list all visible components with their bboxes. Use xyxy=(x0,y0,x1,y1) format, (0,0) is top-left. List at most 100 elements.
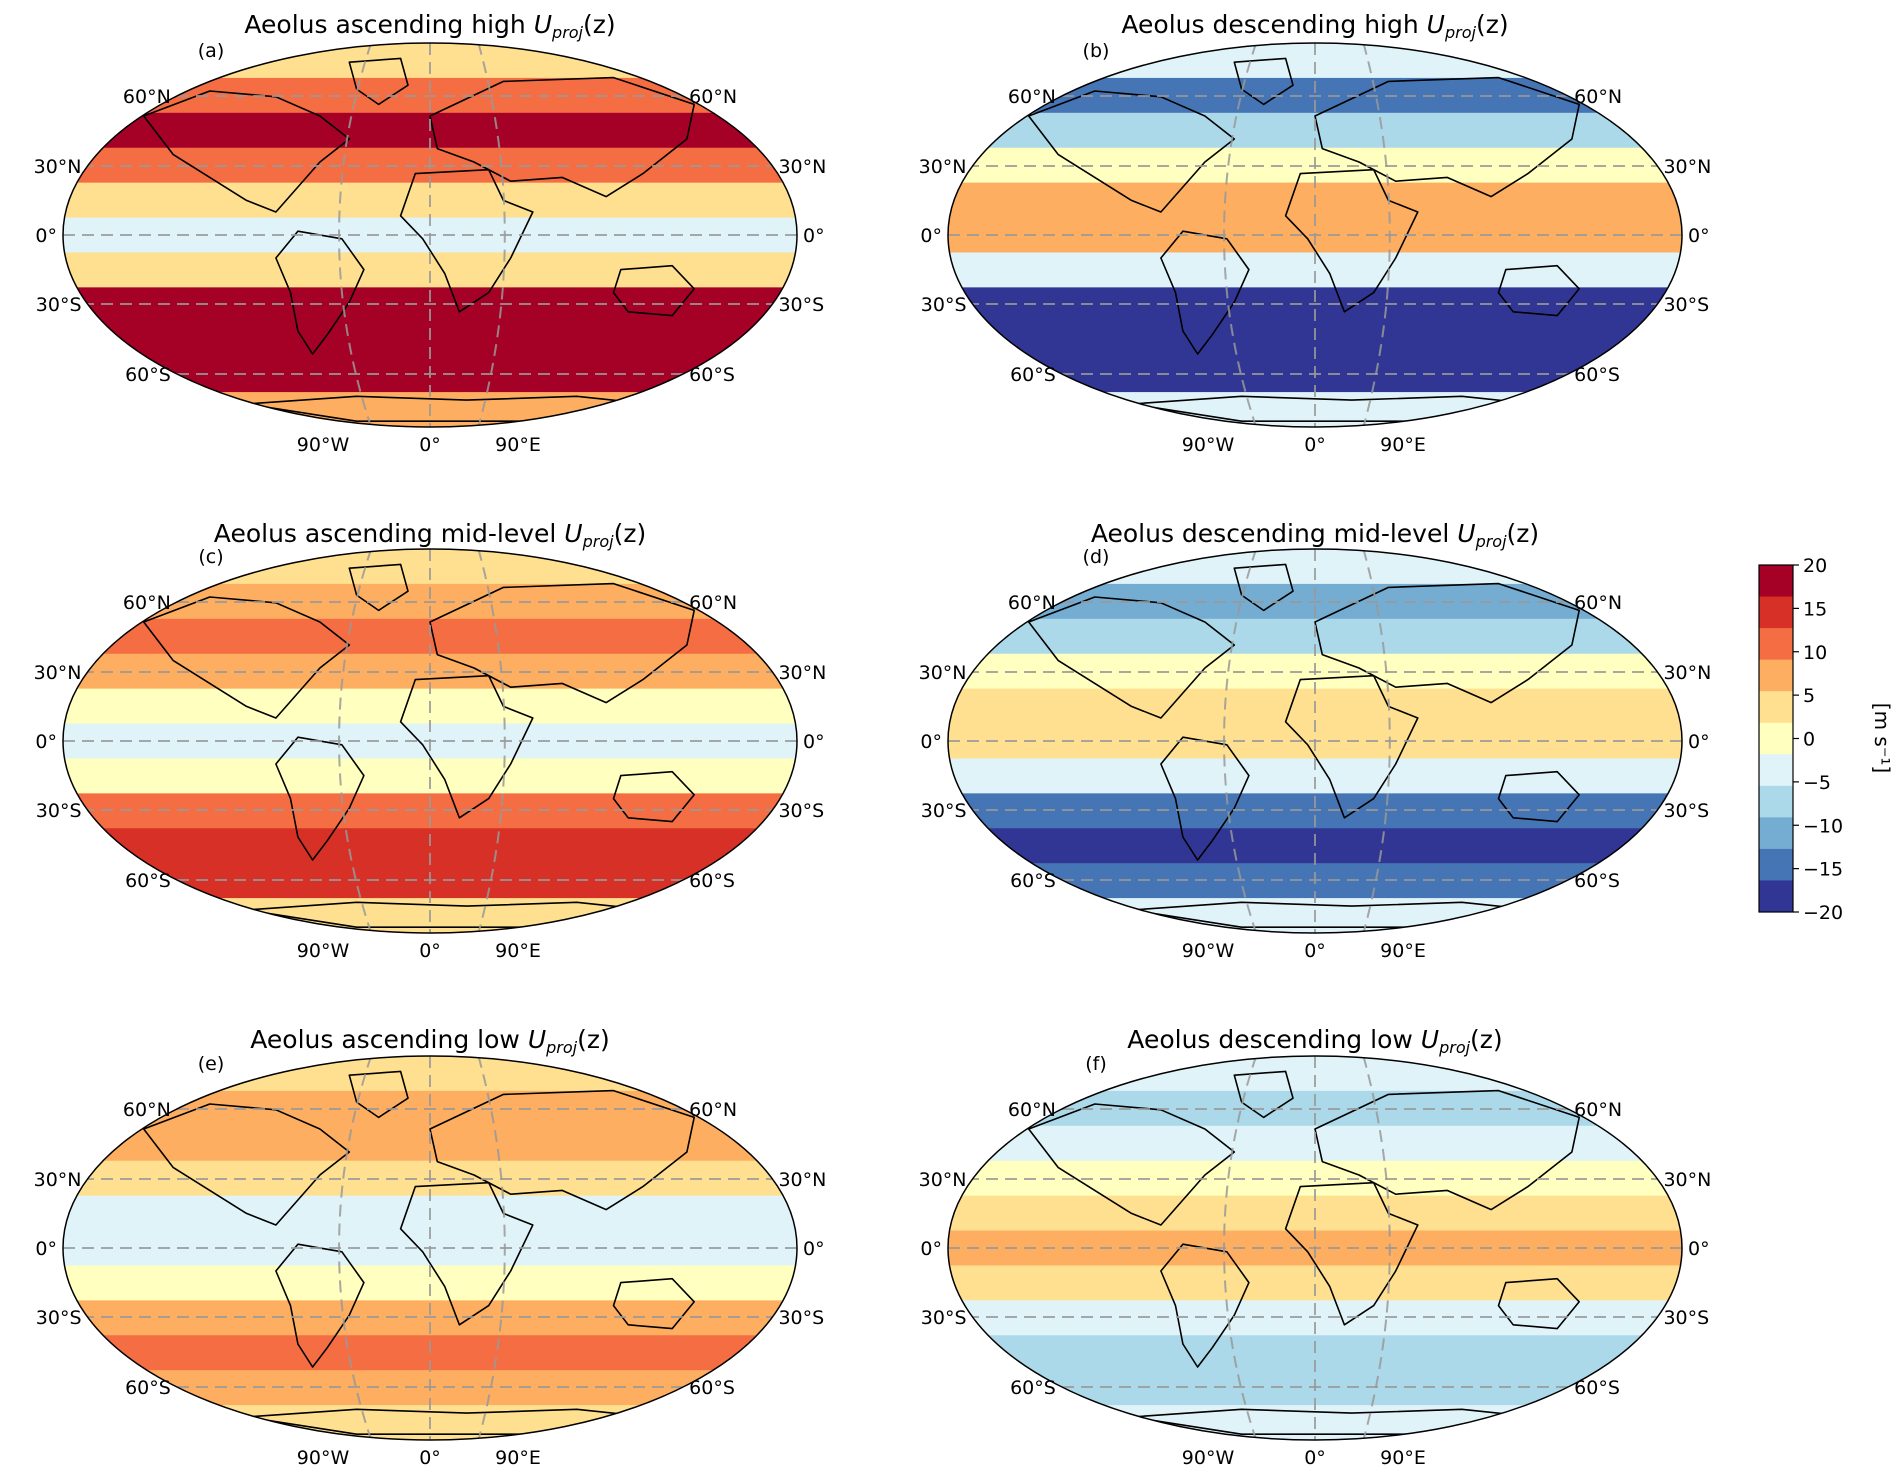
lon-label-a-1: 0° xyxy=(419,434,441,456)
coastline-greenland-b xyxy=(1233,57,1294,106)
coastline-south-america-c xyxy=(275,736,365,861)
coastline-australia-b xyxy=(1497,264,1580,317)
lat-label-left-e-1: 30°N xyxy=(34,1169,82,1191)
panel-title-e-var: U xyxy=(527,1025,547,1054)
lat-label-left-a-3: 30°S xyxy=(36,294,82,316)
coastline-australia-c xyxy=(612,770,696,823)
lon-label-d-2: 90°E xyxy=(1380,940,1426,962)
panel-title-d-text: Aeolus descending mid-level xyxy=(1090,519,1450,548)
coastline-antarctica-c xyxy=(245,901,652,929)
lat-label-right-a-3: 30°S xyxy=(778,294,824,316)
lat-label-right-b-3: 30°S xyxy=(1663,294,1709,316)
panel-letter-bg-c xyxy=(190,543,232,569)
colorbar-ticks: 20 15 10 5 0 −5 −10 −15 −20 xyxy=(1793,555,1843,924)
coastline-australia-f xyxy=(1497,1277,1580,1330)
gridlines-d xyxy=(948,549,1682,933)
map-panel-a: (a) 60°N 60°N 30°N 30°N 0° 0° 30°S 30°S 60°S 60°S 9… xyxy=(34,37,826,456)
colorbar-block-7 xyxy=(1759,785,1793,818)
panel-title-e-sub: proj xyxy=(546,1038,578,1057)
coastlines-e xyxy=(142,1070,696,1435)
coastline-south-america-d xyxy=(1160,736,1250,861)
map-border-a xyxy=(62,42,798,428)
coastline-antarctica-d xyxy=(1130,901,1536,929)
lat-label-right-a-4: 60°S xyxy=(689,364,735,386)
lon-gridline-a-2 xyxy=(477,43,506,427)
coastline-antarctica-a xyxy=(245,395,652,423)
lat-label-right-d-4: 60°S xyxy=(1574,870,1620,892)
colorbar: 20 15 10 5 0 −5 −10 −15 −20 [m s⁻¹] xyxy=(1758,555,1892,924)
map-panel-e: (e) 60°N 60°N 30°N 30°N 0° 0° 30°S 30°S 60°S 60°S 9… xyxy=(34,1050,826,1469)
panel-title-b-arg: (z) xyxy=(1475,10,1509,39)
map-panel-d: (d) 60°N 60°N 30°N 30°N 0° 0° 30°S 30°S 60°S 60°S 9… xyxy=(919,543,1711,962)
panel-letter-f: (f) xyxy=(1085,1053,1107,1075)
colorbar-block-2 xyxy=(1759,628,1793,661)
panel-title-c-sub: proj xyxy=(582,532,614,551)
lat-label-right-c-0: 60°N xyxy=(689,592,737,614)
lat-label-left-c-4: 60°S xyxy=(125,870,171,892)
colorbar-block-0 xyxy=(1759,565,1793,598)
panel-letter-a: (a) xyxy=(198,40,224,62)
lat-label-right-d-1: 30°N xyxy=(1663,662,1711,684)
lon-gridline-e-2 xyxy=(477,1056,506,1440)
coastline-eurasia-a xyxy=(429,76,696,198)
lat-label-left-d-4: 60°S xyxy=(1010,870,1056,892)
lon-label-b-0: 90°W xyxy=(1182,434,1235,456)
coastline-greenland-d xyxy=(1233,563,1294,612)
coastline-greenland-f xyxy=(1233,1070,1294,1119)
lat-label-right-a-0: 60°N xyxy=(689,86,737,108)
coastline-africa-b xyxy=(1284,168,1419,313)
panel-title-b-text: Aeolus descending high xyxy=(1121,10,1419,39)
colorbar-block-6 xyxy=(1759,754,1793,787)
lat-label-right-e-1: 30°N xyxy=(778,1169,826,1191)
lat-label-left-d-3: 30°S xyxy=(921,800,967,822)
colorbar-tick-label-3: 5 xyxy=(1803,685,1815,707)
lon-gridline-b-0 xyxy=(1223,43,1258,427)
map-border-c xyxy=(62,548,798,934)
lon-gridline-e-0 xyxy=(338,1056,373,1440)
lon-label-f-2: 90°E xyxy=(1380,1447,1426,1469)
panel-title-c: Aeolus ascending mid-level Uproj(z) xyxy=(148,519,712,551)
lon-label-b-2: 90°E xyxy=(1380,434,1426,456)
lat-label-right-b-0: 60°N xyxy=(1574,86,1622,108)
coastline-africa-c xyxy=(399,674,534,819)
lat-label-left-c-2: 0° xyxy=(35,731,57,753)
panel-title-a-arg: (z) xyxy=(583,10,616,39)
gridlines-b xyxy=(948,43,1682,427)
lat-label-left-c-1: 30°N xyxy=(34,662,82,684)
lat-label-right-f-0: 60°N xyxy=(1574,1099,1622,1121)
coastline-south-america-b xyxy=(1160,230,1250,355)
lat-label-right-e-4: 60°S xyxy=(689,1377,735,1399)
coastline-australia-a xyxy=(612,264,696,317)
lon-gridline-b-2 xyxy=(1362,43,1391,427)
panel-letter-bg-e xyxy=(190,1050,232,1076)
lon-label-a-0: 90°W xyxy=(297,434,350,456)
panel-title-b: Aeolus descending high Uproj(z) xyxy=(1033,10,1597,42)
lon-gridline-d-0 xyxy=(1223,549,1258,933)
lon-gridline-f-0 xyxy=(1223,1056,1258,1440)
lat-label-left-b-4: 60°S xyxy=(1010,364,1056,386)
lon-label-c-1: 0° xyxy=(419,940,441,962)
coastlines-d xyxy=(1027,563,1580,929)
lat-label-left-b-0: 60°N xyxy=(1008,86,1056,108)
lat-label-right-e-0: 60°N xyxy=(689,1099,737,1121)
map-panel-f: (f) 60°N 60°N 30°N 30°N 0° 0° 30°S 30°S 60°S 60°S 9… xyxy=(919,1050,1711,1469)
lon-label-d-1: 0° xyxy=(1304,940,1326,962)
coastlines-a xyxy=(142,57,696,423)
panel-letter-c: (c) xyxy=(198,546,223,568)
coastline-antarctica-f xyxy=(1130,1408,1536,1435)
colorbar-block-8 xyxy=(1759,817,1793,850)
colorbar-label: [m s⁻¹] xyxy=(1870,703,1892,773)
coastline-africa-f xyxy=(1284,1181,1419,1326)
colorbar-block-1 xyxy=(1759,596,1793,629)
coastline-south-america-f xyxy=(1160,1243,1250,1368)
lat-label-right-e-3: 30°S xyxy=(778,1307,824,1329)
map-border-b xyxy=(947,42,1683,428)
lon-gridline-d-2 xyxy=(1362,549,1391,933)
coastline-south-america-e xyxy=(275,1243,365,1368)
lat-label-right-d-3: 30°S xyxy=(1663,800,1709,822)
panel-letter-e: (e) xyxy=(198,1053,225,1075)
colorbar-block-3 xyxy=(1759,659,1793,692)
colorbar-tick-label-2: 10 xyxy=(1803,642,1827,664)
coastline-antarctica-b xyxy=(1130,395,1536,423)
gridlines-a xyxy=(63,43,797,427)
